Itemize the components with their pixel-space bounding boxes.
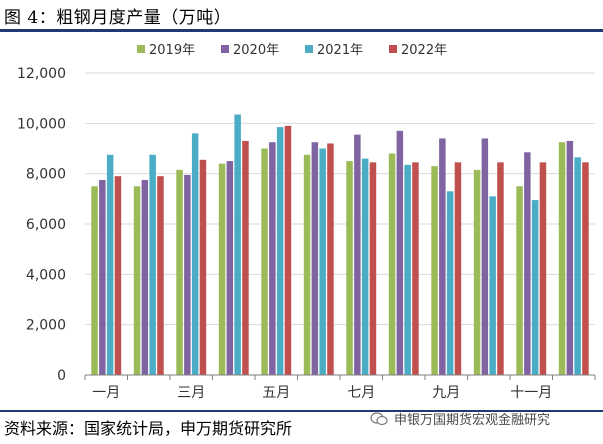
bar	[574, 157, 581, 375]
y-tick-label: 4,000	[26, 267, 66, 283]
x-tick-label: 三月	[177, 385, 205, 401]
bar	[91, 186, 98, 375]
bar	[106, 154, 114, 375]
bar	[261, 148, 268, 375]
bar	[226, 161, 234, 375]
bar	[369, 162, 377, 375]
bar	[184, 174, 191, 375]
bar	[319, 148, 326, 375]
watermark-text: 申银万国期货宏观金融研究	[394, 413, 551, 428]
bar	[176, 169, 183, 375]
x-tick-label: 九月	[432, 385, 460, 401]
gridlines	[85, 72, 595, 326]
x-tick-label: 五月	[262, 385, 290, 401]
legend-swatch	[221, 45, 229, 53]
bar	[473, 169, 481, 375]
bar	[412, 162, 419, 375]
bar	[141, 179, 149, 375]
bar	[311, 142, 319, 375]
bar	[516, 186, 523, 375]
bar	[404, 164, 411, 375]
legend-swatch	[305, 45, 313, 53]
bar	[446, 191, 454, 375]
bar	[218, 163, 226, 375]
bar	[157, 176, 164, 375]
legend-label: 2020年	[233, 43, 279, 58]
bar	[149, 154, 156, 375]
y-tick-label: 2,000	[26, 318, 66, 334]
bar	[396, 130, 404, 375]
bar-chart: 2019年 2020年 2021年 2022年 0 2,000 4,000 6,000 8,0…	[17, 43, 596, 401]
bar	[531, 200, 539, 375]
watermark: 申银万国期货宏观金融研究	[370, 409, 550, 428]
bar	[199, 159, 207, 375]
x-tick-label: 十一月	[510, 385, 552, 401]
bar	[566, 140, 574, 375]
bar	[303, 154, 311, 375]
bar	[497, 162, 504, 375]
bar	[234, 114, 241, 376]
chart-legend: 2019年 2020年 2021年 2022年	[137, 43, 447, 58]
legend-label: 2021年	[317, 43, 363, 58]
bar	[489, 196, 496, 375]
x-tick-label: 七月	[347, 385, 375, 401]
bar	[99, 179, 106, 375]
x-axis: 一月 三月 五月 七月 九月 十一月	[84, 374, 596, 401]
legend-label: 2022年	[401, 43, 447, 58]
bar	[327, 143, 334, 375]
bars	[91, 114, 589, 376]
y-axis: 0 2,000 4,000 6,000 8,000 10,000 12,000	[17, 66, 66, 384]
y-tick-label: 6,000	[26, 217, 66, 233]
bar	[582, 162, 589, 375]
bar	[114, 176, 122, 375]
bar	[558, 142, 566, 375]
bar	[524, 152, 531, 375]
figure-title: 图 4：粗钢月度产量（万吨）	[4, 8, 232, 28]
bar	[133, 186, 141, 375]
bar	[269, 142, 276, 375]
y-tick-label: 8,000	[26, 167, 66, 183]
bar	[539, 162, 547, 375]
y-tick-label: 10,000	[17, 116, 66, 132]
bar	[276, 127, 284, 375]
source-note: 资料来源：国家统计局，申万期货研究所	[4, 419, 293, 438]
bar	[354, 134, 361, 375]
bar	[242, 140, 249, 375]
bar	[346, 161, 353, 375]
title-rule	[0, 29, 603, 32]
bar	[284, 125, 292, 375]
bar	[388, 153, 396, 375]
legend-swatch	[137, 45, 145, 53]
y-tick-label: 12,000	[17, 66, 66, 82]
bar	[454, 162, 462, 375]
bar	[431, 166, 438, 375]
legend-swatch	[389, 45, 397, 53]
y-tick-label: 0	[57, 368, 66, 384]
bar	[481, 138, 489, 375]
legend-label: 2019年	[149, 43, 195, 58]
x-tick-label: 一月	[92, 385, 120, 401]
wechat-icon	[370, 412, 388, 426]
bar	[191, 133, 199, 375]
bar	[361, 158, 369, 375]
bar	[439, 138, 446, 375]
source-rule	[0, 410, 603, 412]
